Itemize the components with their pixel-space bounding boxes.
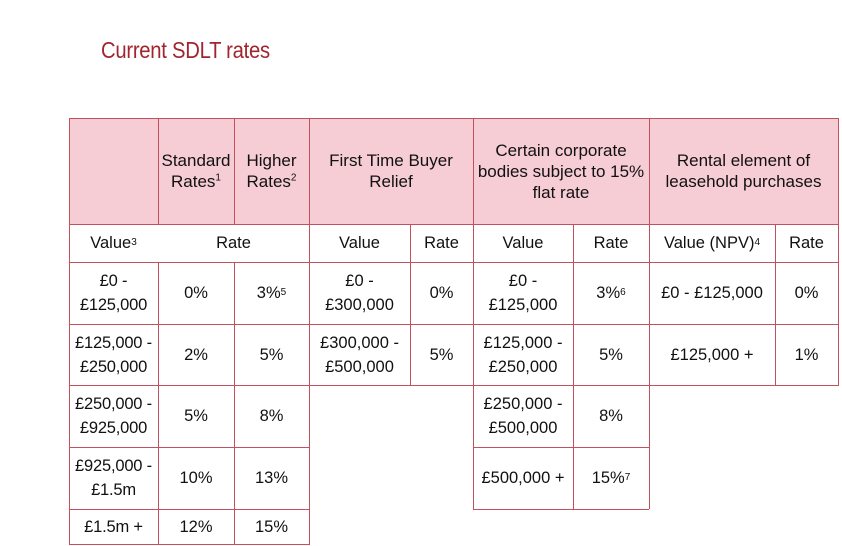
corp-row-4-value: £500,000 + [481, 469, 565, 487]
header-standard-rates: Standard Rates1 [158, 118, 234, 224]
subheader-rate: Rate [216, 234, 251, 252]
header-rental-line2: leasehold purchases [665, 172, 822, 191]
header-higher-line1: Higher [246, 151, 297, 170]
rent-row-1-rate: 0% [794, 284, 819, 302]
main-row-3-standard: 5% [184, 407, 208, 425]
footnote-1: 1 [215, 172, 221, 184]
ftb-row-1-value: £0 - £300,000 [325, 272, 394, 314]
subheader-rent-value: Value (NPV) 4 [663, 234, 761, 252]
main-row-4-value: £925,000 - £1.5m [75, 457, 152, 499]
main-row-5-value: £1.5m + [84, 517, 143, 536]
header-standard-line2: Rates [171, 172, 216, 191]
header-standard-line1: Standard [161, 151, 231, 170]
ftb-row-2-value: £300,000 - £500,000 [320, 333, 399, 376]
subheader-corp-rate: Rate [593, 234, 629, 252]
corp-row-1-rate: 3% 6 [596, 284, 626, 302]
main-row-4-higher: 13% [254, 469, 289, 487]
header-blank [69, 118, 158, 224]
ftb-row-1-rate: 0% [429, 284, 454, 302]
header-corporate-bodies: Certain corporate bodies subject to 15% fl… [473, 118, 649, 224]
corp-row-3-value: £250,000 - £500,000 [483, 395, 563, 437]
corp-row-1-value: £0 - £125,000 [488, 272, 558, 314]
main-row-5-standard: 12% [179, 517, 213, 536]
main-row-1-higher: 3% 5 [256, 284, 287, 302]
ftb-row-2-rate: 5% [429, 345, 454, 364]
corp-row-3-rate: 8% [599, 407, 623, 425]
page-title: Current SDLT rates [101, 37, 270, 63]
rent-row-1-value: £0 - £125,000 [661, 284, 763, 302]
header-higher-line2: Rates [246, 172, 291, 191]
main-row-2-standard: 2% [184, 345, 208, 364]
rent-row-2-value: £125,000 + [670, 345, 754, 364]
header-corp-line3: flat rate [532, 182, 590, 202]
main-row-1-value: £0 - £125,000 [79, 272, 148, 314]
rent-row-2-rate: 1% [794, 345, 819, 364]
header-rental-element: Rental element of leasehold purchases [649, 118, 838, 224]
subheader-value: Value 3 [90, 234, 137, 252]
main-row-5-higher: 15% [254, 517, 289, 536]
header-first-time-buyer: First Time Buyer Relief [309, 118, 473, 224]
main-row-4-standard: 10% [179, 469, 213, 487]
main-row-3-higher: 8% [259, 407, 284, 425]
corp-row-4-rate: 15% 7 [591, 469, 631, 487]
header-corp-line2: bodies subject to 15% [477, 161, 645, 181]
main-row-3-value: £250,000 - £925,000 [75, 395, 152, 437]
subheader-rent-rate: Rate [789, 234, 824, 252]
subheader-ftb-value: Value [339, 234, 380, 252]
main-row-2-higher: 5% [259, 345, 284, 364]
header-higher-rates: Higher Rates2 [234, 118, 309, 224]
corp-row-2-rate: 5% [599, 345, 623, 364]
subheader-corp-value: Value [502, 234, 544, 252]
header-corp-line1: Certain corporate [495, 140, 627, 160]
header-ftb-line1: First Time Buyer [329, 151, 453, 170]
main-row-1-standard: 0% [184, 284, 208, 302]
footnote-2: 2 [290, 172, 297, 184]
header-ftb-line2: Relief [369, 172, 413, 191]
corp-row-2-value: £125,000 - £250,000 [483, 333, 563, 376]
main-row-2-value: £125,000 - £250,000 [75, 333, 152, 376]
header-rental-line1: Rental element of [676, 151, 811, 170]
subheader-ftb-rate: Rate [424, 234, 459, 252]
